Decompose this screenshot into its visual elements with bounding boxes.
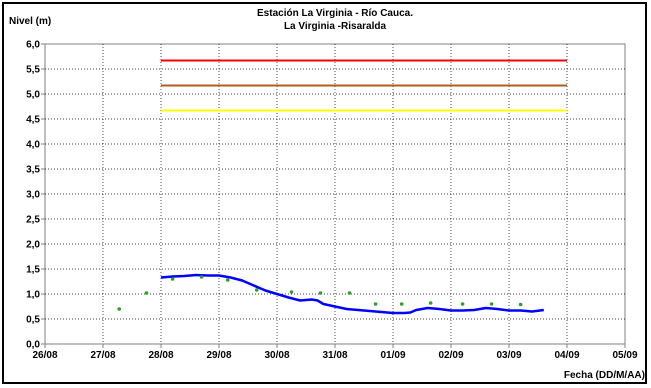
- series-layer: [117, 273, 544, 315]
- x-tick-label: 28/08: [148, 350, 173, 361]
- observation-point: [117, 307, 122, 311]
- y-tick-label: 4,5: [26, 115, 40, 126]
- y-tick-label: 0,0: [26, 340, 40, 351]
- observation-point: [489, 302, 494, 306]
- observation-point: [460, 302, 465, 306]
- x-tick-label: 03/09: [496, 350, 521, 361]
- x-tick-label: 04/09: [554, 350, 579, 361]
- observation-point: [199, 275, 204, 279]
- x-tick-label: 27/08: [90, 350, 115, 361]
- x-tick-label: 30/08: [264, 350, 289, 361]
- observation-point: [518, 302, 523, 307]
- y-tick-label: 0,5: [26, 315, 40, 326]
- y-axis-ticks: 0,0 0,5 1,0 1,5 2,0 2,5 3,0 3,5 4,0 4,5 5,0 5,5 6,0: [26, 40, 45, 351]
- threshold-lines: [161, 59, 567, 112]
- x-tick-label: 05/09: [612, 350, 637, 361]
- x-tick-label: 29/08: [206, 350, 231, 361]
- level-series-line: [160, 273, 544, 315]
- chart-title: Estación La Virginia - Río Cauca.: [257, 8, 413, 19]
- chart-frame: [2, 2, 647, 384]
- grid: [45, 44, 625, 344]
- observation-point: [144, 291, 149, 295]
- observation-point: [399, 302, 404, 306]
- y-tick-label: 5,0: [26, 90, 40, 101]
- observation-point: [254, 288, 259, 292]
- x-tick-label: 26/08: [32, 350, 57, 361]
- chart-subtitle: La Virginia -Risaralda: [284, 21, 387, 32]
- y-tick-label: 1,5: [26, 265, 40, 276]
- y-tick-label: 2,5: [26, 215, 40, 226]
- observation-point: [170, 277, 175, 281]
- y-tick-label: 1,0: [26, 290, 40, 301]
- observation-point: [225, 278, 230, 282]
- x-tick-label: 01/09: [380, 350, 405, 361]
- observation-point: [347, 291, 352, 295]
- x-axis-label: Fecha (DD/M/AA): [564, 370, 645, 381]
- observation-point: [428, 301, 433, 305]
- y-tick-label: 5,5: [26, 65, 40, 76]
- y-tick-label: 3,0: [26, 190, 40, 201]
- observation-point: [289, 290, 294, 294]
- x-tick-label: 31/08: [322, 350, 347, 361]
- y-tick-label: 2,0: [26, 240, 40, 251]
- y-tick-label: 4,0: [26, 140, 40, 151]
- y-tick-label: 6,0: [26, 40, 40, 51]
- y-axis-label: Nivel (m): [9, 16, 51, 27]
- x-axis-ticks: 26/08 27/08 28/08 29/08 30/08 31/08 01/09 02/09…: [32, 344, 638, 361]
- y-tick-label: 3,5: [26, 165, 40, 176]
- observation-point: [318, 291, 323, 295]
- observation-point: [373, 302, 378, 306]
- x-tick-label: 02/09: [438, 350, 463, 361]
